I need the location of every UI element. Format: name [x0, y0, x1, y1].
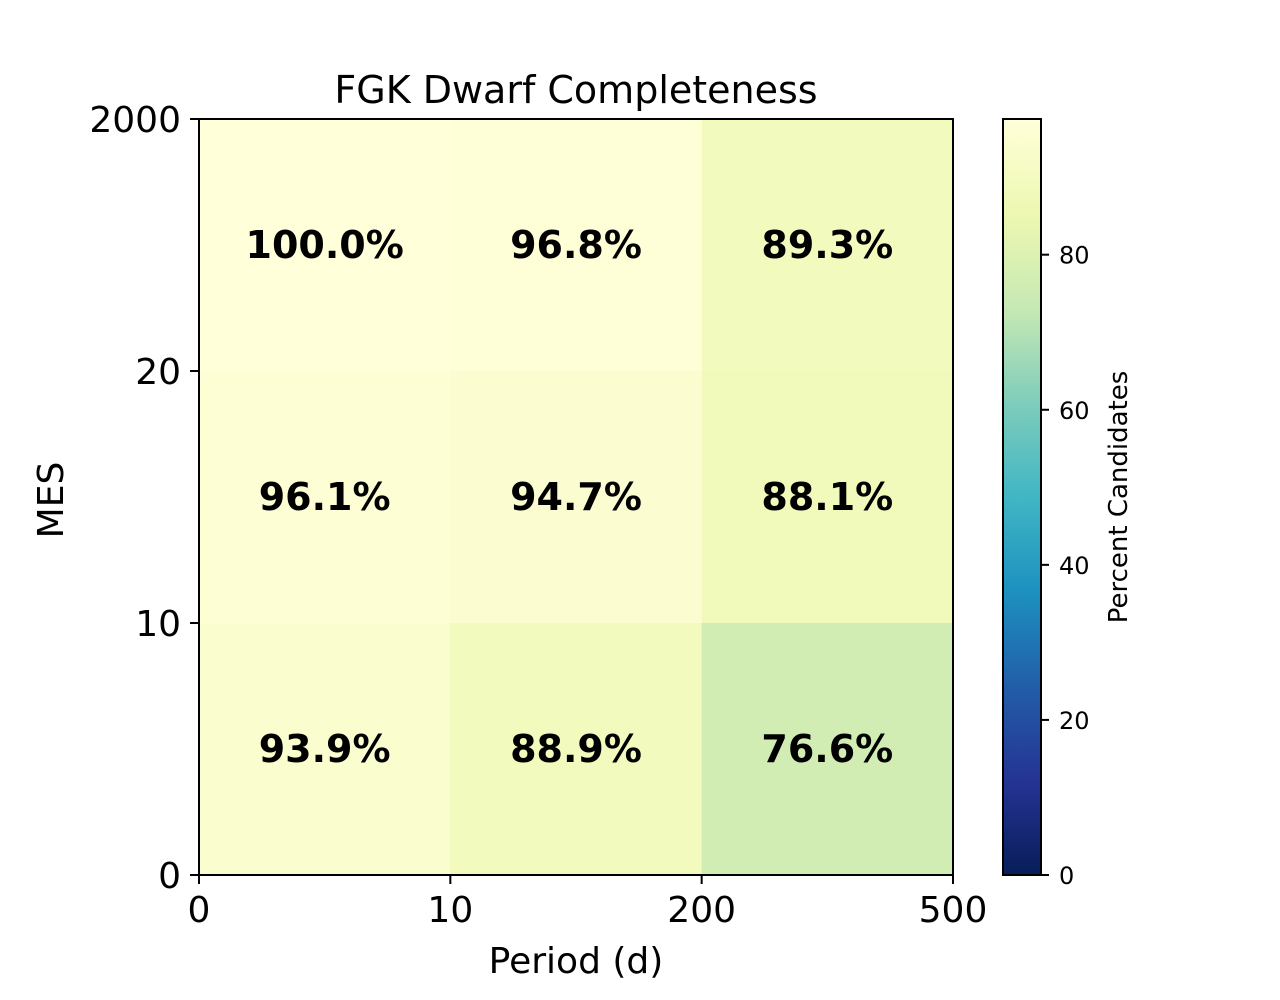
- cell-value-label: 88.1%: [761, 475, 893, 519]
- colorbar: [1002, 118, 1042, 876]
- y-tick-label: 10: [135, 604, 181, 645]
- heatmap-cell: [450, 371, 703, 624]
- colorbar-tick-label: 80: [1059, 242, 1090, 270]
- cell-value-label: 94.7%: [510, 475, 642, 519]
- x-tick-label: 0: [188, 890, 211, 931]
- cell-value-label: 88.9%: [510, 727, 642, 771]
- heatmap-cell: [701, 119, 954, 372]
- heatmap-cell: [199, 371, 451, 624]
- heatmap-cell: [701, 371, 954, 624]
- cell-value-label: 96.1%: [259, 475, 391, 519]
- chart-title: FGK Dwarf Completeness: [334, 68, 817, 112]
- x-axis-title: Period (d): [489, 941, 664, 982]
- x-tick-label: 200: [667, 890, 736, 931]
- cell-value-label: 89.3%: [761, 223, 893, 267]
- y-tick-label: 20: [135, 352, 181, 393]
- y-tick-label: 2000: [89, 100, 181, 141]
- heatmap-cell-labels: 100.0% 96.8% 89.3% 96.1% 94.7% 88.1% 93.9% 88.9…: [246, 223, 894, 771]
- colorbar-title: Percent Candidates: [1104, 371, 1134, 624]
- x-axis: 0 10 200 500: [188, 875, 988, 931]
- cell-value-label: 100.0%: [246, 223, 404, 267]
- colorbar-tick-label: 60: [1059, 397, 1090, 425]
- heatmap-cells: [199, 119, 954, 876]
- heatmap-cell: [450, 623, 703, 876]
- x-tick-label: 500: [919, 890, 988, 931]
- y-axis-title: MES: [31, 462, 72, 539]
- cell-value-label: 96.8%: [510, 223, 642, 267]
- heatmap-cell: [199, 119, 451, 372]
- colorbar-tick-label: 0: [1059, 862, 1074, 890]
- cell-value-label: 76.6%: [761, 727, 893, 771]
- y-tick-label: 0: [158, 856, 181, 897]
- heatmap-cell: [701, 623, 954, 876]
- y-axis: 0 10 20 2000: [89, 100, 199, 897]
- plot-frame: [198, 118, 954, 876]
- colorbar-tick-label: 20: [1059, 707, 1090, 735]
- colorbar-tick-label: 40: [1059, 552, 1090, 580]
- cell-value-label: 93.9%: [259, 727, 391, 771]
- x-tick-label: 10: [427, 890, 473, 931]
- heatmap-cell: [199, 623, 451, 876]
- heatmap-cell: [450, 119, 703, 372]
- colorbar-axis: 0 20 40 60 80: [1041, 242, 1090, 890]
